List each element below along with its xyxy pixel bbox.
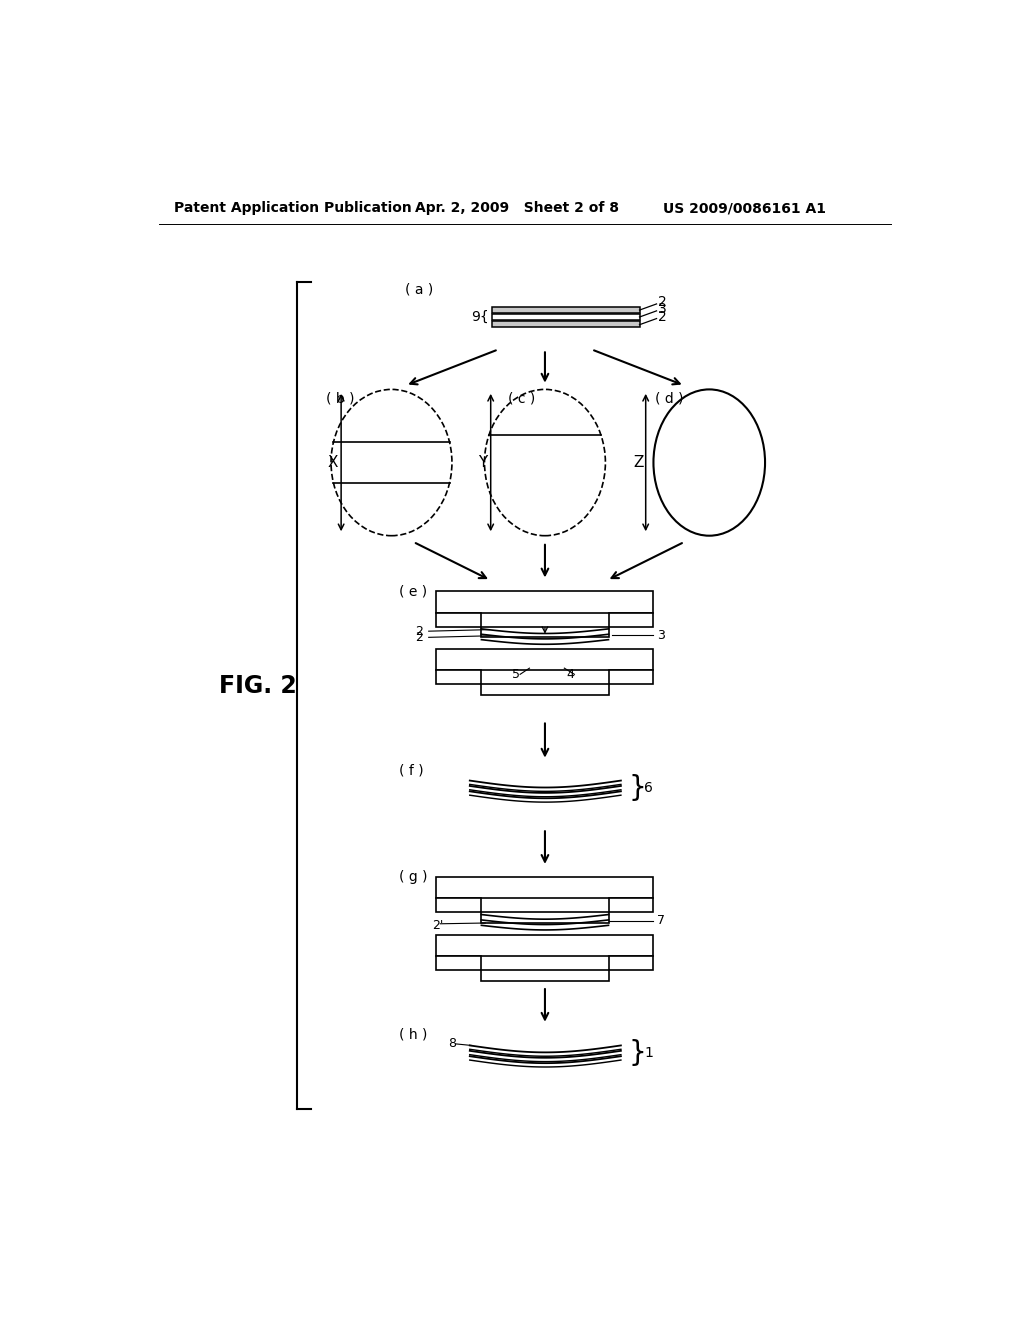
Text: ( a ): ( a ) (406, 282, 434, 296)
Text: 2: 2 (658, 296, 667, 309)
Text: US 2009/0086161 A1: US 2009/0086161 A1 (663, 202, 825, 215)
Text: 2: 2 (658, 310, 667, 323)
Bar (481, 684, 608, 696)
Bar (436, 935, 653, 956)
Bar (436, 649, 653, 671)
Text: 2: 2 (415, 631, 423, 644)
Text: Y: Y (478, 455, 487, 470)
Text: X: X (328, 455, 339, 470)
Text: ( g ): ( g ) (399, 870, 428, 884)
Text: 3: 3 (658, 302, 667, 317)
Text: Z: Z (633, 455, 644, 470)
Text: ( h ): ( h ) (399, 1028, 428, 1041)
Text: 8: 8 (449, 1038, 456, 1051)
Text: ( f ): ( f ) (399, 763, 424, 777)
Text: 9{: 9{ (471, 310, 488, 323)
Text: 2: 2 (415, 624, 423, 638)
Text: ( b ): ( b ) (326, 392, 354, 405)
Text: 3: 3 (657, 628, 666, 642)
Text: Patent Application Publication: Patent Application Publication (174, 202, 413, 215)
Text: 1: 1 (644, 1047, 653, 1060)
Text: }: } (629, 1039, 646, 1067)
Text: 2': 2' (432, 919, 444, 932)
Bar (481, 912, 608, 923)
Bar (481, 970, 608, 981)
Bar (436, 612, 481, 627)
Text: ( c ): ( c ) (508, 392, 535, 405)
Text: FIG. 2: FIG. 2 (219, 673, 297, 698)
Text: 7: 7 (657, 915, 666, 927)
Bar (493, 308, 640, 313)
Bar (481, 627, 608, 638)
Bar (608, 671, 653, 684)
Text: ( e ): ( e ) (399, 585, 427, 598)
Bar (493, 314, 640, 321)
Bar (436, 591, 653, 612)
Text: 5: 5 (512, 668, 520, 681)
Bar (493, 321, 640, 327)
Text: 6: 6 (644, 781, 653, 795)
Bar (436, 671, 481, 684)
Bar (608, 612, 653, 627)
Bar (436, 956, 481, 970)
Text: }: } (629, 775, 646, 803)
Bar (436, 899, 481, 912)
Bar (608, 956, 653, 970)
Text: ( d ): ( d ) (655, 392, 683, 405)
Text: 4: 4 (566, 668, 574, 681)
Bar (436, 876, 653, 899)
Text: Apr. 2, 2009   Sheet 2 of 8: Apr. 2, 2009 Sheet 2 of 8 (415, 202, 618, 215)
Bar (608, 899, 653, 912)
